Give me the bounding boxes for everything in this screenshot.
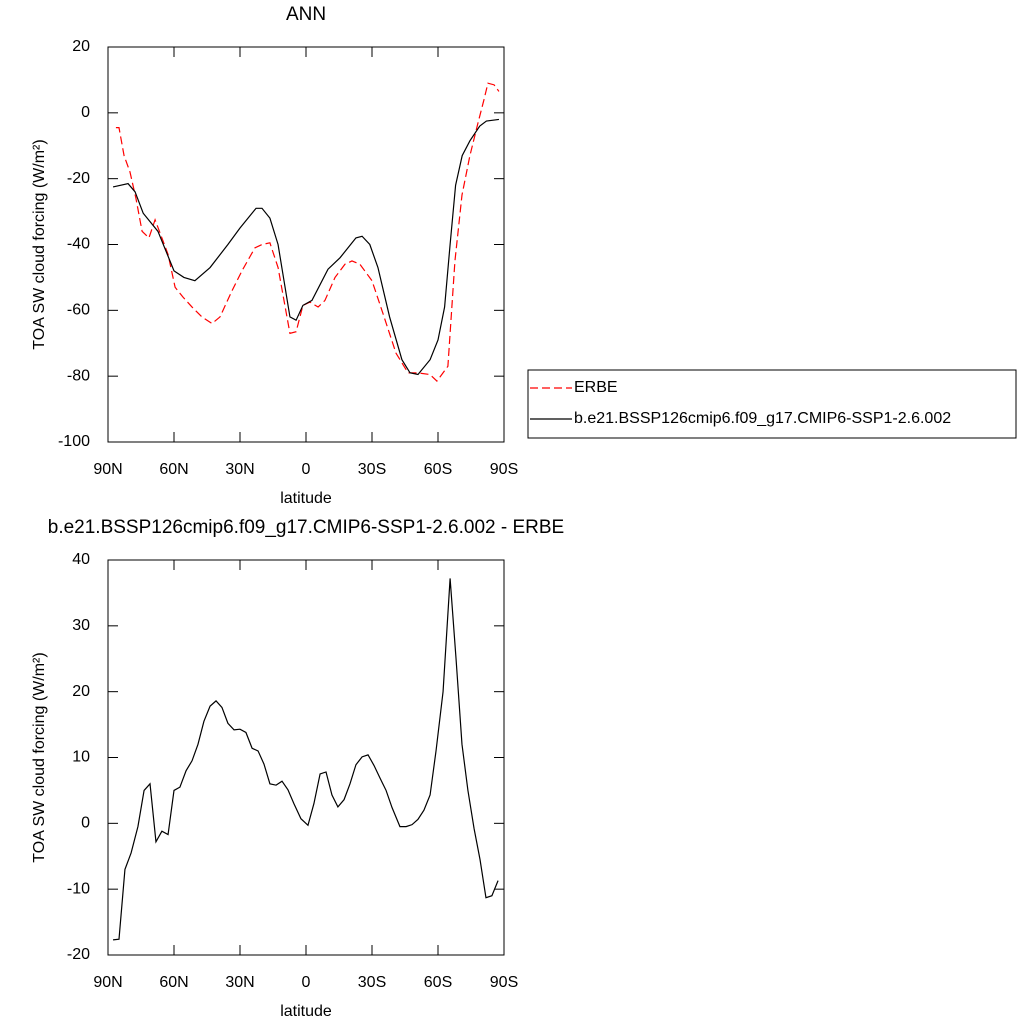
x-tick-label: 60N	[159, 974, 188, 991]
y-tick-label: 30	[72, 617, 90, 634]
chart-title: ANN	[286, 4, 326, 25]
chart-title: b.e21.BSSP126cmip6.f09_g17.CMIP6-SSP1-2.…	[48, 517, 564, 538]
y-tick-label: 0	[81, 104, 90, 121]
x-tick-label: 90N	[93, 461, 122, 478]
y-tick-label: 0	[81, 815, 90, 832]
y-axis-label: TOA SW cloud forcing (W/m²)	[31, 139, 48, 349]
x-tick-label: 30S	[358, 974, 386, 991]
series-line	[115, 82, 500, 383]
y-tick-label: 20	[72, 683, 90, 700]
x-tick-label: 60N	[159, 461, 188, 478]
x-tick-label: 60S	[424, 974, 452, 991]
x-tick-label: 0	[302, 974, 311, 991]
plot-frame	[107, 559, 505, 956]
x-tick-label: 30N	[225, 974, 254, 991]
x-tick-label: 90N	[93, 974, 122, 991]
series-line	[112, 578, 499, 941]
x-tick-label: 90S	[490, 461, 518, 478]
x-axis-label: latitude	[280, 490, 332, 507]
y-tick-label: -20	[67, 946, 90, 963]
series-line	[112, 118, 500, 376]
legend-label: ERBE	[574, 379, 618, 396]
x-tick-label: 60S	[424, 461, 452, 478]
y-tick-label: 20	[72, 38, 90, 55]
y-tick-label: -40	[67, 236, 90, 253]
legend-box	[527, 369, 1017, 439]
y-tick-label: 10	[72, 749, 90, 766]
x-tick-label: 30N	[225, 461, 254, 478]
x-axis-label: latitude	[280, 1003, 332, 1020]
x-tick-label: 0	[302, 461, 311, 478]
legend-label: b.e21.BSSP126cmip6.f09_g17.CMIP6-SSP1-2.…	[574, 410, 951, 427]
y-tick-label: 40	[72, 551, 90, 568]
y-tick-label: -100	[58, 433, 90, 450]
y-tick-label: -20	[67, 170, 90, 187]
plot-frame	[107, 46, 505, 443]
x-tick-label: 90S	[490, 974, 518, 991]
y-tick-label: -60	[67, 302, 90, 319]
y-tick-label: -80	[67, 367, 90, 384]
x-tick-label: 30S	[358, 461, 386, 478]
y-tick-label: -10	[67, 880, 90, 897]
y-axis-label: TOA SW cloud forcing (W/m²)	[31, 652, 48, 862]
